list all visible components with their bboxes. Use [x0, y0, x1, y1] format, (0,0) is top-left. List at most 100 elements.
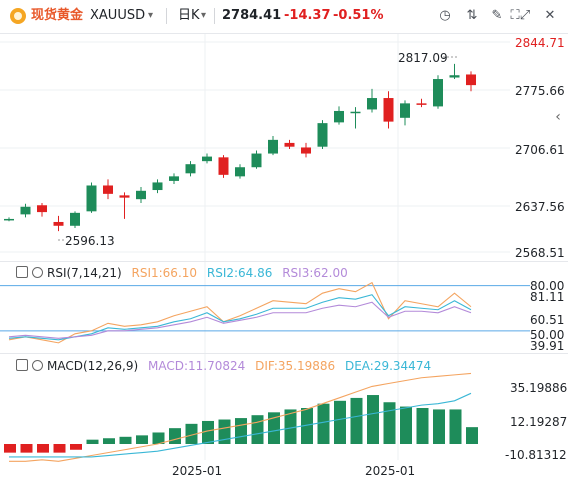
chevron-down-icon[interactable]: ▾: [148, 10, 154, 21]
instrument-name[interactable]: 现货黄金: [31, 8, 84, 23]
macd-header: MACD(12,26,9) MACD:11.70824 DIF:35.19886…: [16, 359, 431, 373]
rsi-axis-label: 81.11: [530, 290, 565, 304]
macd-bar: [20, 444, 33, 453]
macd-bar: [218, 419, 231, 444]
candle-body: [218, 157, 229, 175]
fullscreen-icon[interactable]: ⛶: [510, 8, 520, 23]
candle-body: [334, 110, 344, 123]
macd-bar: [136, 435, 148, 444]
macd-title: MACD(12,26,9): [47, 359, 139, 373]
macd-bar: [119, 436, 132, 444]
price-axis-label: 2844.71: [515, 36, 565, 50]
candle-body: [449, 75, 460, 78]
bars-icon[interactable]: ⇅: [466, 8, 478, 23]
rsi-series-2: [8, 294, 472, 341]
candle-body: [268, 139, 278, 154]
candle-body: [235, 167, 245, 177]
macd-bar: [466, 427, 478, 444]
macd-bar: [86, 439, 99, 444]
rsi3-value: RSI3:62.00: [282, 266, 348, 280]
macd-bar: [169, 428, 181, 444]
x-axis-label: 2025-01: [172, 464, 223, 478]
macd-bar: [383, 402, 396, 444]
candle-body: [301, 147, 311, 154]
low-annotation: 2596.13: [65, 234, 115, 248]
macd-bar: [70, 444, 82, 450]
eye-icon[interactable]: [16, 266, 28, 278]
macd-bar: [103, 438, 115, 444]
dif-value: DIF:35.19886: [255, 359, 336, 373]
candle-body: [367, 98, 377, 110]
macd-bar: [185, 423, 198, 444]
macd-bar: [53, 444, 66, 453]
candle-body: [103, 185, 113, 194]
divider: [0, 353, 568, 354]
macd-bar: [433, 409, 445, 444]
last-price: 2784.41: [222, 8, 282, 23]
macd-axis-label: 35.19886: [510, 381, 568, 395]
pencil-icon[interactable]: ✎: [491, 8, 503, 23]
rsi-axis-label: 80.00: [530, 279, 565, 293]
candle-body: [350, 111, 361, 114]
candle-body: [70, 212, 80, 226]
macd-bar: [202, 420, 214, 444]
rsi2-value: RSI2:64.86: [206, 266, 273, 280]
chevron-left-icon[interactable]: ‹: [555, 109, 561, 125]
gold-coin-icon: [10, 8, 26, 24]
grid-lines: [0, 34, 510, 460]
candle-body: [383, 98, 394, 122]
candle-body: [284, 142, 295, 147]
divider: [0, 261, 568, 262]
macd-bar: [284, 409, 297, 444]
rsi-title: RSI(7,14,21): [47, 266, 122, 280]
eye-icon[interactable]: [16, 359, 28, 371]
timeframe-selector[interactable]: 日K: [178, 8, 200, 23]
macd-bar: [416, 408, 429, 444]
candle-body: [317, 123, 328, 147]
candle-body: [251, 153, 262, 168]
rsi-header: RSI(7,14,21) RSI1:66.10 RSI2:64.86 RSI3:…: [16, 266, 348, 280]
chart-toolbar: 现货黄金 XAUUSD ▾ 日K ▾ 2784.41 -14.37 -0.51%…: [0, 0, 568, 34]
macd-bar: [334, 400, 346, 444]
expand-icon[interactable]: ⤢: [519, 8, 531, 23]
macd-bar: [350, 397, 363, 444]
candle-body: [119, 195, 130, 198]
candle-body: [37, 205, 47, 213]
dea-value: DEA:29.34474: [344, 359, 432, 373]
high-annotation: 2817.09: [398, 51, 448, 65]
candle-body: [433, 79, 443, 107]
gear-icon[interactable]: [32, 360, 43, 371]
candle-body: [53, 221, 64, 226]
divider: [214, 8, 215, 24]
clock-icon[interactable]: ◷: [439, 8, 451, 23]
chevron-down-icon[interactable]: ▾: [201, 10, 207, 21]
price-change-percent: -0.51%: [333, 8, 384, 23]
candle-body: [136, 190, 146, 200]
macd-bar: [37, 444, 49, 453]
candle-body: [466, 74, 476, 86]
close-icon[interactable]: ✕: [544, 8, 556, 23]
rsi-axis-label: 60.51: [530, 313, 565, 327]
macd-axis-label: -10.81312: [505, 448, 567, 462]
price-axis-label: 2637.56: [515, 200, 565, 214]
macd-bar: [317, 403, 330, 444]
candle-body: [86, 185, 97, 212]
candle-body: [20, 206, 31, 215]
macd-axis-label: 12.19287: [510, 415, 568, 429]
x-axis-label: 2025-01: [365, 464, 416, 478]
macd-value: MACD:11.70824: [147, 359, 246, 373]
macd-bar: [4, 444, 16, 453]
candle-body: [400, 103, 410, 118]
dea-line: [9, 392, 472, 458]
symbol-selector[interactable]: XAUUSD: [90, 8, 146, 23]
gear-icon[interactable]: [32, 267, 43, 278]
macd-bar: [367, 395, 379, 444]
macd-bar: [268, 412, 280, 444]
price-axis-label: 2568.51: [515, 246, 565, 260]
candle-body: [4, 218, 14, 221]
rsi-axis-label: 50.00: [530, 328, 565, 342]
rsi-axis-label: 39.91: [530, 339, 565, 353]
macd-bar: [400, 406, 412, 444]
price-axis-label: 2706.61: [515, 143, 565, 157]
